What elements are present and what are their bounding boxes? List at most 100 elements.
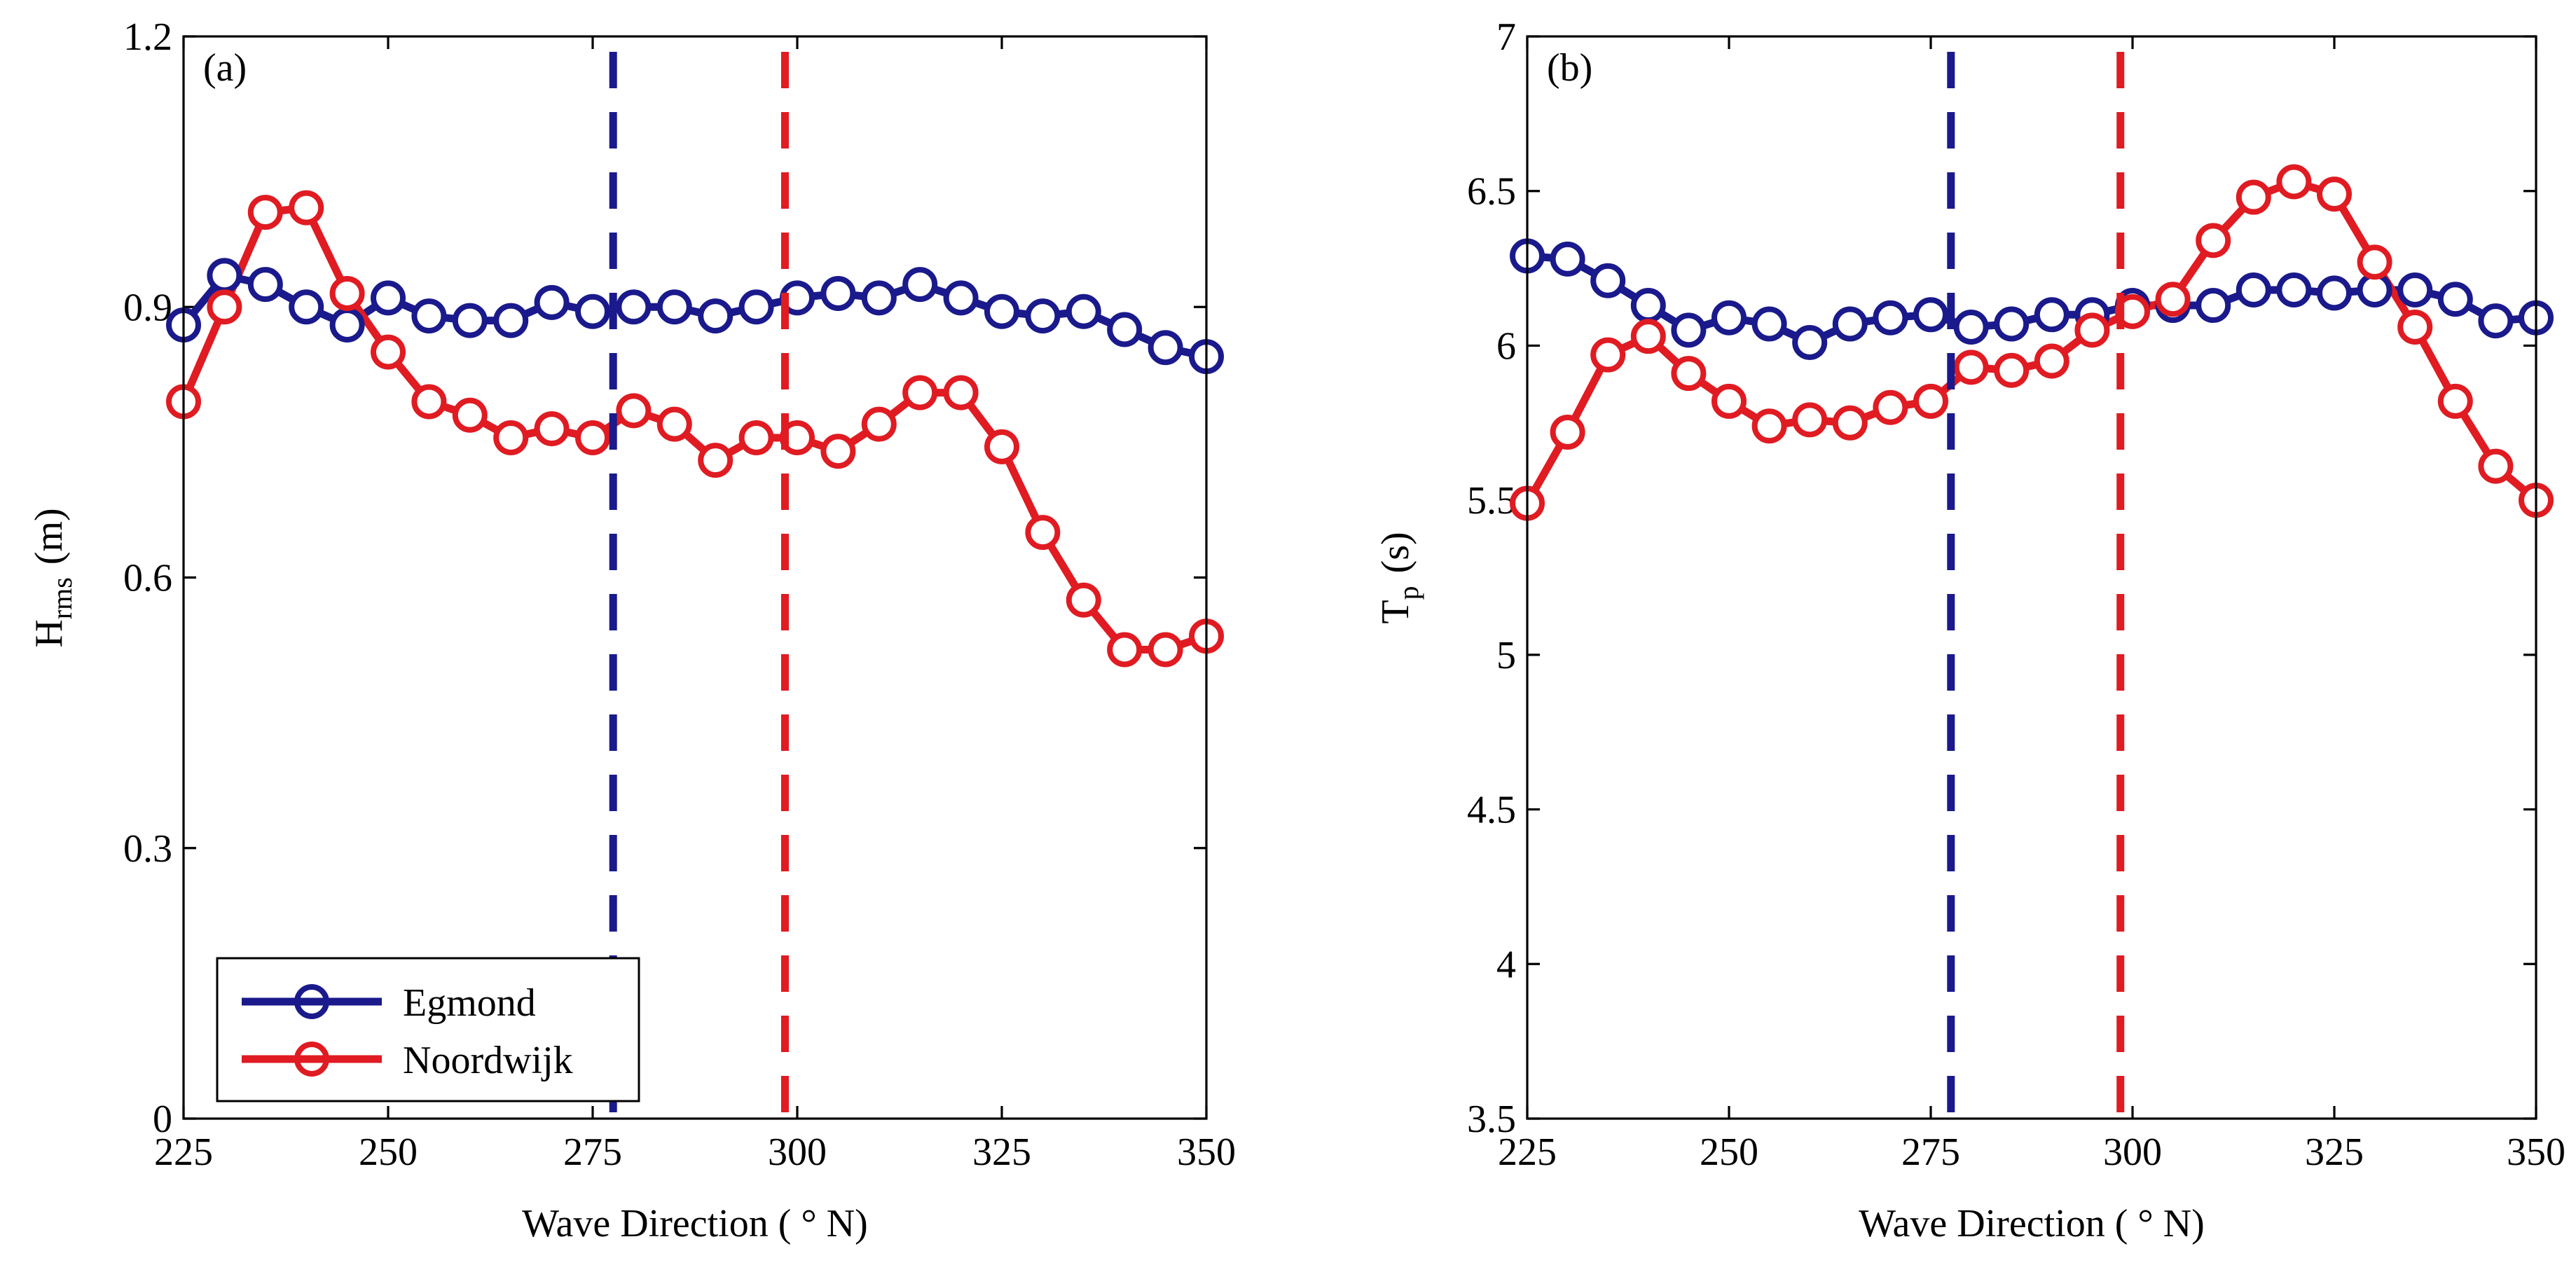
panel-b-point-noordwijk: [2074, 312, 2110, 348]
panel-a-axes-frame: [182, 35, 1208, 1120]
panel-a-point-egmond: [371, 280, 406, 316]
panel-b-ylabel-unit: (s): [1374, 532, 1417, 573]
panel-b-point-egmond: [1711, 300, 1747, 336]
panel-b-point-noordwijk: [2357, 244, 2392, 280]
panel-b-point-noordwijk: [1792, 402, 1828, 438]
panel-a-point-noordwijk: [902, 375, 938, 410]
legend-noordwijk-marker: [294, 1042, 329, 1077]
panel-a-point-noordwijk: [656, 406, 692, 442]
panel-a-point-egmond: [493, 303, 529, 338]
panel-a-point-noordwijk: [371, 334, 406, 370]
panel-a-point-noordwijk: [534, 411, 570, 447]
panel-b-ytick-label: 5.5: [1467, 479, 1516, 523]
panel-a-point-egmond: [902, 267, 938, 303]
panel-b-point-egmond: [2034, 297, 2069, 333]
panel-a-point-noordwijk: [493, 420, 529, 455]
panel-b-xlabel: Wave Direction ( ° N): [1859, 1202, 2205, 1245]
panel-a-xlabel: Wave Direction ( ° N): [522, 1202, 868, 1245]
panel-a-point-egmond: [656, 289, 692, 325]
panel-b-point-egmond: [1953, 309, 1989, 345]
panel-b-xtick-label: 250: [1700, 1131, 1758, 1174]
panel-b-point-egmond: [2437, 282, 2473, 317]
panel-a-point-noordwijk: [984, 429, 1019, 464]
panel-a-point-egmond: [616, 289, 652, 325]
legend-egmond-label: Egmond: [403, 981, 536, 1025]
panel-a-point-noordwijk: [1107, 632, 1143, 668]
panel-b-xtick-label: 300: [2103, 1131, 2162, 1174]
panel-a-point-noordwijk: [247, 195, 283, 230]
panel-b-point-egmond: [2317, 275, 2352, 311]
panel-a-point-noordwijk: [1025, 515, 1061, 551]
panel-b-ylabel-main: T: [1374, 600, 1417, 623]
panel-b-point-noordwijk: [2236, 179, 2271, 215]
legend-egmond-marker: [294, 984, 329, 1019]
panel-a-point-egmond: [452, 303, 488, 338]
panel-b-ylabel: Tp (s): [1374, 532, 1424, 623]
panel-b-point-noordwijk: [1751, 408, 1787, 444]
panel-a-point-noordwijk: [943, 375, 979, 410]
panel-a-point-egmond: [247, 267, 283, 303]
panel-a-point-egmond: [698, 298, 733, 334]
panel-a-ylabel: Hrms (m): [27, 508, 78, 647]
panel-a-point-egmond: [943, 280, 979, 316]
panel-a-xtick-label: 250: [359, 1131, 418, 1174]
panel-b-ylabel-sub: p: [1393, 586, 1424, 600]
panel-a-point-noordwijk: [1148, 632, 1183, 668]
panel-a-point-egmond: [1148, 330, 1183, 366]
panel-a-point-egmond: [820, 275, 856, 311]
panel-b-point-noordwijk: [2317, 177, 2352, 212]
panel-a-point-egmond: [289, 289, 324, 325]
panel-b-point-egmond: [1590, 263, 1626, 298]
panel-b-point-noordwijk: [1994, 352, 2030, 388]
panel-b-point-egmond: [2276, 272, 2312, 307]
svg-text:Tp(s): Tp (s): [1374, 532, 1424, 623]
panel-a-ytick-label: 1.2: [123, 15, 172, 59]
panel-b-point-noordwijk: [1550, 415, 1585, 450]
panel-b-xtick-label: 275: [1901, 1131, 1960, 1174]
panel-b-point-egmond: [1550, 241, 1585, 277]
legend-box: [216, 957, 640, 1102]
panel-a-point-egmond: [329, 307, 365, 343]
panel-b-tag: (b): [1547, 46, 1592, 90]
panel-b-point-noordwijk: [2276, 164, 2312, 200]
panel-a-point-noordwijk: [207, 289, 242, 325]
panel-a-point-noordwijk: [861, 406, 897, 442]
panel-a-ylabel-unit: (m): [27, 508, 71, 565]
panel-b-point-noordwijk: [1630, 319, 1666, 354]
panel-b-point-egmond: [1751, 306, 1787, 342]
panel-a-xtick-label: 350: [1177, 1131, 1236, 1174]
panel-b-point-noordwijk: [1671, 356, 1707, 392]
panel-b-point-egmond: [1873, 300, 1908, 336]
panel-b-tp-chart: 225 250 275 300 325 350 3.5 4 4.5 5 5.5 6 6.5 7 (b) W…: [1374, 15, 2565, 1245]
panel-a-point-egmond: [534, 284, 570, 320]
panel-b-plot-area: 225 250 275 300 325 350 3.5 4 4.5 5 5.5 6 6.5 7: [1467, 15, 2565, 1174]
panel-b-ytick-label: 5: [1496, 634, 1516, 677]
panel-a-xtick-label: 300: [768, 1131, 827, 1174]
panel-b-point-noordwijk: [1711, 383, 1747, 419]
panel-b-point-noordwijk: [2155, 282, 2191, 317]
panel-a-series-line-noordwijk: [179, 204, 1208, 654]
panel-a-point-noordwijk: [289, 190, 324, 226]
panel-b-point-egmond: [1792, 325, 1828, 361]
panel-a-point-egmond: [575, 293, 610, 329]
panel-b-point-egmond: [2196, 288, 2231, 324]
panel-a-point-noordwijk: [575, 420, 610, 455]
panel-b-point-egmond: [1994, 306, 2030, 342]
panel-a-xtick-label: 325: [972, 1131, 1031, 1174]
panel-b-xtick-label: 225: [1498, 1131, 1557, 1174]
panel-b-ytick-label: 6.5: [1467, 170, 1516, 214]
panel-a-xtick-label: 225: [154, 1131, 213, 1174]
panel-b-point-noordwijk: [1913, 383, 1948, 419]
panel-a-ylabel-sub: rms: [46, 577, 78, 619]
panel-b-xtick-label: 325: [2305, 1131, 2364, 1174]
panel-b-point-noordwijk: [2478, 448, 2514, 484]
panel-a-hrms-chart: 225 250 275 300 325 350 0 0.3 0.6 0.9 1.2 (a) Wave…: [27, 15, 1236, 1245]
panel-a-point-egmond: [1066, 293, 1101, 329]
panel-b-point-egmond: [1671, 312, 1707, 348]
panel-a-ytick-label: 0.6: [123, 557, 172, 600]
panel-b-point-noordwijk: [2397, 309, 2433, 345]
panel-a-ytick-label: 0: [153, 1098, 172, 1141]
panel-a-point-egmond: [1025, 298, 1061, 334]
panel-a-point-egmond: [984, 293, 1019, 329]
